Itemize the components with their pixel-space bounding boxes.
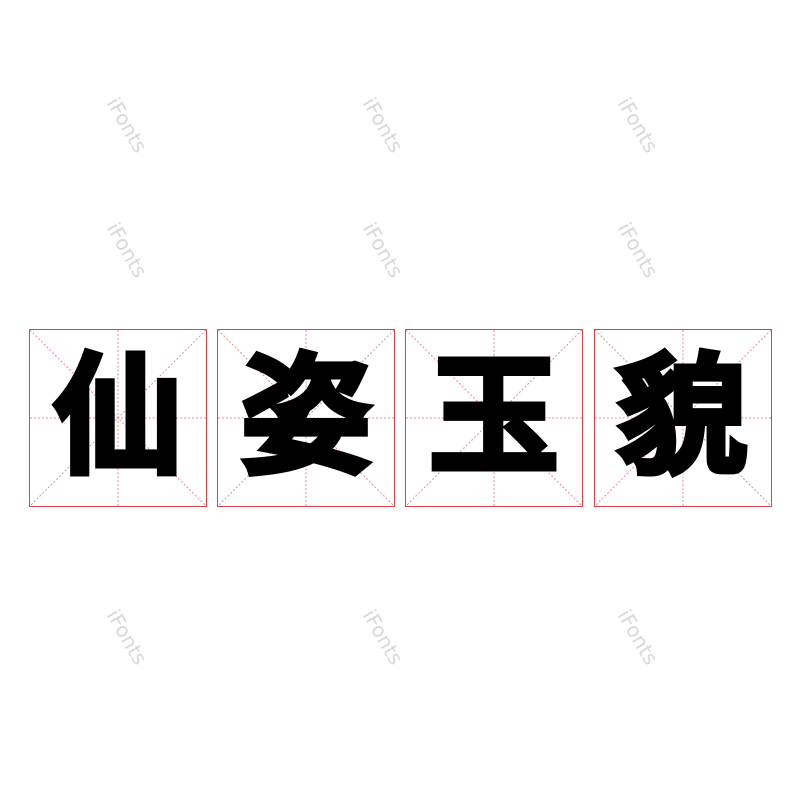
grid-guides <box>218 330 394 506</box>
character: 玉 <box>427 343 561 492</box>
character-box-2: 姿 <box>217 329 395 507</box>
grid-guides <box>406 330 582 506</box>
character-box-3: 玉 <box>405 329 583 507</box>
watermark: iFonts <box>357 605 409 669</box>
watermark: iFonts <box>101 605 153 669</box>
watermark: iFonts <box>101 218 153 282</box>
watermark: iFonts <box>101 93 153 157</box>
watermark: iFonts <box>612 218 664 282</box>
character: 貌 <box>616 343 750 492</box>
character: 仙 <box>51 343 185 492</box>
character: 姿 <box>239 343 373 492</box>
watermark: iFonts <box>357 218 409 282</box>
watermark: iFonts <box>357 93 409 157</box>
grid-guides <box>595 330 771 506</box>
watermark: iFonts <box>612 605 664 669</box>
watermark: iFonts <box>612 93 664 157</box>
grid-guides <box>30 330 206 506</box>
character-box-4: 貌 <box>594 329 772 507</box>
character-box-1: 仙 <box>29 329 207 507</box>
